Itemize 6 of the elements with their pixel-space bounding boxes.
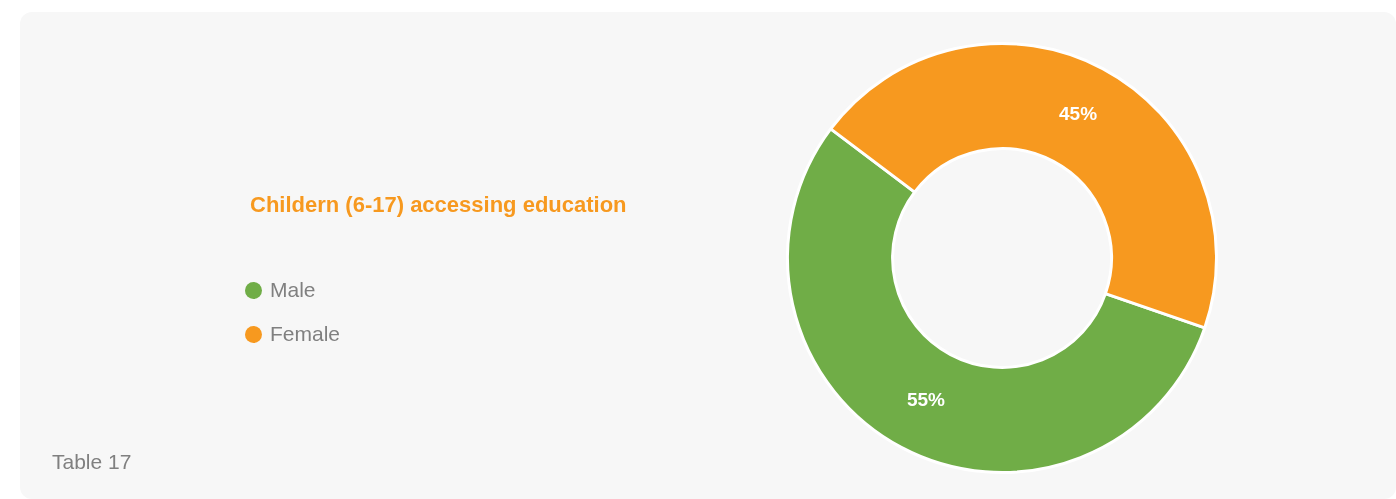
- legend-label: Female: [270, 322, 341, 346]
- legend-label: Male: [270, 278, 316, 302]
- caption: Table 17: [52, 450, 132, 474]
- data-label: 45%: [1059, 103, 1098, 125]
- text: Childern (6-17) accessing education: [250, 192, 627, 218]
- data-label: 55%: [906, 389, 946, 411]
